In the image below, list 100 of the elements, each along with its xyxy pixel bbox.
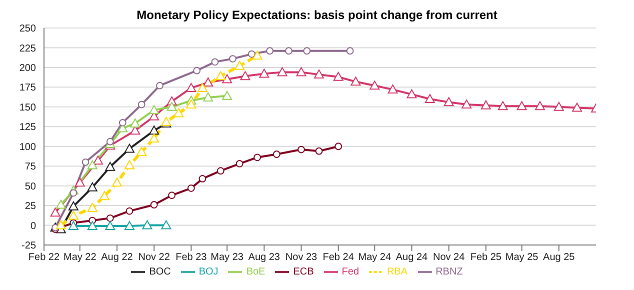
point bbox=[161, 220, 172, 230]
chart-title: Monetary Policy Expectations: basis point change from current bbox=[136, 8, 498, 22]
point bbox=[266, 47, 274, 55]
point bbox=[70, 189, 78, 197]
point bbox=[186, 82, 196, 92]
point bbox=[333, 72, 344, 81]
point bbox=[240, 71, 250, 80]
point bbox=[444, 97, 454, 106]
point bbox=[350, 76, 361, 86]
point bbox=[124, 144, 134, 153]
point bbox=[346, 47, 354, 55]
y-tick-label: 150 bbox=[19, 102, 36, 114]
point bbox=[303, 47, 311, 55]
point bbox=[68, 210, 78, 220]
point bbox=[149, 105, 160, 114]
x-tick-label: May 24 bbox=[358, 252, 392, 264]
y-tick-label: 225 bbox=[19, 43, 36, 54]
y-tick-label: 75 bbox=[24, 162, 36, 173]
legend-label: ECB bbox=[293, 266, 314, 278]
point bbox=[534, 101, 545, 110]
point bbox=[124, 221, 134, 230]
legend-label: RBA bbox=[387, 266, 408, 278]
point bbox=[166, 102, 177, 111]
point bbox=[56, 200, 66, 209]
point bbox=[334, 142, 342, 150]
point bbox=[285, 47, 292, 55]
point bbox=[198, 175, 206, 182]
point bbox=[424, 94, 435, 104]
y-tick-label: 175 bbox=[19, 82, 36, 94]
y-tick-label: 250 bbox=[19, 24, 36, 35]
point bbox=[93, 156, 104, 165]
point bbox=[130, 118, 140, 128]
point bbox=[370, 80, 380, 90]
point bbox=[82, 158, 90, 166]
point bbox=[252, 50, 262, 60]
legend-label: BoE bbox=[246, 266, 266, 278]
x-tick-label: Nov 23 bbox=[285, 252, 318, 264]
point bbox=[105, 221, 116, 230]
point bbox=[315, 147, 323, 155]
point bbox=[480, 100, 491, 110]
point bbox=[187, 184, 195, 192]
point bbox=[211, 58, 219, 66]
x-tick-label: May 25 bbox=[505, 252, 539, 264]
x-tick-label: Feb 24 bbox=[322, 252, 354, 264]
point bbox=[150, 201, 158, 208]
point bbox=[248, 50, 256, 58]
y-tick-label: 0 bbox=[30, 220, 36, 232]
point bbox=[87, 221, 98, 230]
point bbox=[216, 71, 226, 80]
x-tick-label: Aug 22 bbox=[101, 252, 134, 264]
point bbox=[106, 214, 114, 222]
y-tick-label: 200 bbox=[19, 63, 36, 74]
x-tick-label: Feb 22 bbox=[28, 252, 60, 264]
point bbox=[87, 202, 98, 212]
point bbox=[56, 220, 66, 230]
y-tick-label: 125 bbox=[19, 122, 36, 134]
point bbox=[222, 90, 232, 100]
point bbox=[406, 89, 417, 98]
legend-label: RBNZ bbox=[436, 266, 463, 278]
point bbox=[68, 221, 78, 230]
point bbox=[149, 133, 160, 142]
x-tick-label: Aug 24 bbox=[396, 252, 428, 264]
point bbox=[168, 192, 176, 199]
x-tick-label: Nov 22 bbox=[138, 252, 170, 264]
point bbox=[272, 150, 280, 158]
point bbox=[105, 162, 116, 171]
point bbox=[138, 100, 146, 108]
point bbox=[74, 178, 85, 187]
point bbox=[516, 101, 527, 110]
point bbox=[229, 55, 236, 62]
point bbox=[216, 167, 224, 175]
x-tick-label: Aug 25 bbox=[543, 252, 576, 264]
point bbox=[106, 138, 114, 146]
point bbox=[87, 182, 98, 192]
point bbox=[126, 207, 134, 215]
point bbox=[388, 84, 398, 94]
point bbox=[462, 100, 472, 109]
x-tick-label: May 22 bbox=[63, 252, 97, 264]
point bbox=[142, 220, 152, 230]
point bbox=[222, 74, 232, 84]
point bbox=[572, 102, 582, 112]
point bbox=[197, 82, 208, 92]
point bbox=[554, 102, 564, 111]
point bbox=[296, 67, 306, 76]
point bbox=[314, 70, 324, 79]
point bbox=[186, 100, 196, 109]
point bbox=[298, 146, 305, 154]
x-tick-label: Nov 24 bbox=[432, 252, 466, 264]
point bbox=[203, 77, 214, 86]
point bbox=[193, 66, 201, 74]
legend-label: BOJ bbox=[198, 266, 218, 278]
y-tick-label: 25 bbox=[24, 201, 36, 212]
x-tick-label: Feb 25 bbox=[470, 252, 502, 264]
point bbox=[236, 160, 244, 168]
x-tick-label: Aug 23 bbox=[248, 252, 280, 264]
legend-label: Fed bbox=[342, 266, 360, 278]
point bbox=[112, 178, 122, 187]
x-tick-label: Feb 23 bbox=[176, 252, 208, 264]
point bbox=[277, 67, 288, 76]
point bbox=[136, 146, 147, 156]
